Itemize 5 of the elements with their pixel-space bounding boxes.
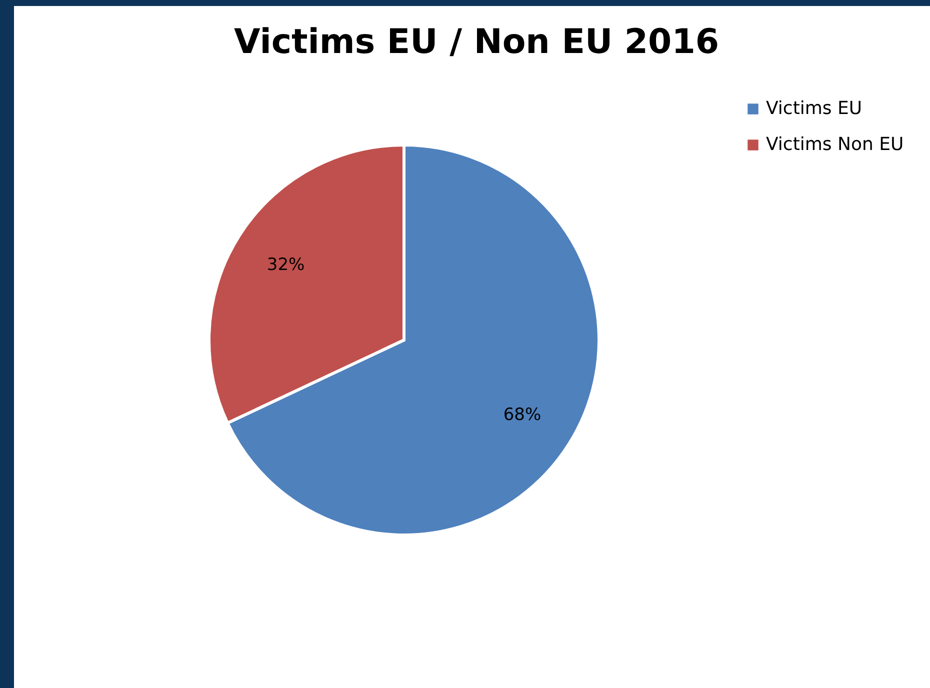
- data-label: 32%: [266, 254, 305, 275]
- legend-label: Victims Non EU: [766, 134, 904, 155]
- chart-title: Victims EU / Non EU 2016: [234, 22, 720, 62]
- data-label: 68%: [503, 405, 542, 426]
- legend-label: Victims EU: [766, 98, 862, 119]
